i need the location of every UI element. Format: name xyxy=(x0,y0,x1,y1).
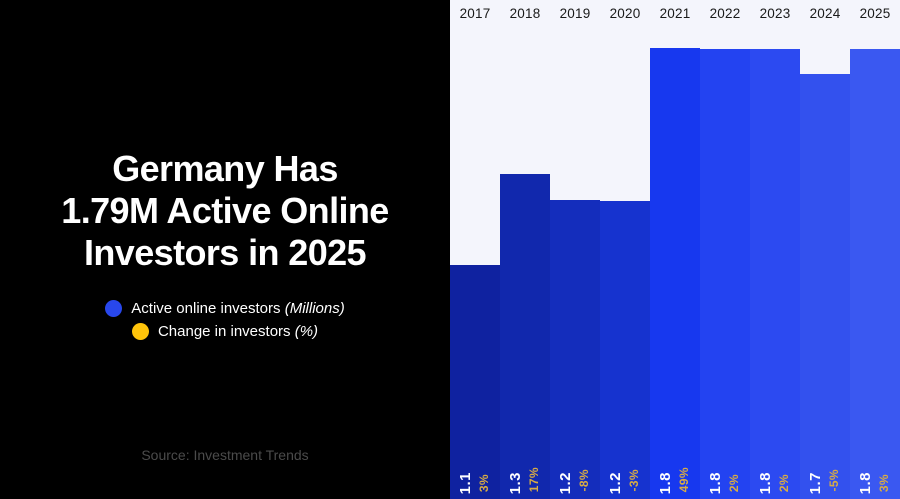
bar-value-label: 1.2 xyxy=(607,471,624,494)
bar-change-label: 17% xyxy=(527,466,541,492)
bar-change-label: 3% xyxy=(477,473,491,492)
bar-2023: 1.8 2% xyxy=(750,49,800,499)
title-line-3: Investors in 2025 xyxy=(84,232,367,273)
bar-2019: 1.2 -8% xyxy=(550,200,600,499)
chart-column-2019: 2019 1.2 -8% xyxy=(550,0,600,499)
chart-column-2022: 2022 1.8 2% xyxy=(700,0,750,499)
bar-labels-2021: 1.8 49% xyxy=(657,467,691,494)
bar-labels-2024: 1.7 -5% xyxy=(807,469,841,494)
year-label-2019: 2019 xyxy=(559,6,591,21)
title-line-1: Germany Has xyxy=(112,148,338,189)
year-label-2023: 2023 xyxy=(759,6,791,21)
bar-change-label: -5% xyxy=(827,469,841,492)
bar-2022: 1.8 2% xyxy=(700,49,750,499)
bar-value-label: 1.7 xyxy=(807,471,824,494)
year-label-2017: 2017 xyxy=(459,6,491,21)
bar-value-label: 1.2 xyxy=(557,471,574,494)
bar-change-label: 49% xyxy=(677,466,691,492)
year-label-2025: 2025 xyxy=(859,6,891,21)
bar-change-label: 3% xyxy=(877,473,891,492)
year-label-2022: 2022 xyxy=(709,6,741,21)
bar-value-label: 1.8 xyxy=(657,471,674,494)
bar-value-label: 1.8 xyxy=(707,471,724,494)
chart-column-2018: 2018 1.3 17% xyxy=(500,0,550,499)
chart: 2017 1.1 3% 2018 1.3 17% 2019 1.2 -8% 2020 1.2 -3% 2… xyxy=(450,0,900,499)
bar-labels-2025: 1.8 3% xyxy=(857,472,891,494)
change-legend-label: Change in investors (%) xyxy=(158,323,318,340)
year-label-2021: 2021 xyxy=(659,6,691,21)
bar-value-label: 1.3 xyxy=(507,471,524,494)
legend: Active online investors (Millions) Chang… xyxy=(0,300,450,340)
bar-2020: 1.2 -3% xyxy=(600,201,650,499)
bar-labels-2020: 1.2 -3% xyxy=(607,469,641,494)
bar-value-label: 1.8 xyxy=(857,471,874,494)
bar-change-label: -3% xyxy=(627,469,641,492)
bar-2017: 1.1 3% xyxy=(450,265,500,499)
year-label-2020: 2020 xyxy=(609,6,641,21)
chart-column-2021: 2021 1.8 49% xyxy=(650,0,700,499)
page-title: Germany Has 1.79M Active Online Investor… xyxy=(0,148,450,274)
year-label-2024: 2024 xyxy=(809,6,841,21)
legend-item-change: Change in investors (%) xyxy=(131,323,318,340)
year-label-2018: 2018 xyxy=(509,6,541,21)
change-legend-unit: (%) xyxy=(294,323,319,340)
left-panel: Germany Has 1.79M Active Online Investor… xyxy=(0,0,450,499)
investors-legend-dot-icon xyxy=(105,300,123,317)
bar-value-label: 1.8 xyxy=(757,471,774,494)
investors-legend-label-text: Active online investors xyxy=(131,300,281,317)
bar-labels-2018: 1.3 17% xyxy=(507,467,541,494)
chart-column-2023: 2023 1.8 2% xyxy=(750,0,800,499)
change-legend-dot-icon xyxy=(131,323,149,340)
source-credit: Source: Investment Trends xyxy=(141,447,309,463)
bar-2025: 1.8 3% xyxy=(850,49,900,499)
bar-change-label: 2% xyxy=(777,473,791,492)
bar-value-label: 1.1 xyxy=(457,471,474,494)
chart-column-2024: 2024 1.7 -5% xyxy=(800,0,850,499)
bar-labels-2022: 1.8 2% xyxy=(707,472,741,494)
bar-labels-2023: 1.8 2% xyxy=(757,472,791,494)
chart-column-2020: 2020 1.2 -3% xyxy=(600,0,650,499)
bar-change-label: 2% xyxy=(727,473,741,492)
title-line-2: 1.79M Active Online xyxy=(61,190,389,231)
investors-legend-label: Active online investors (Millions) xyxy=(131,300,344,317)
chart-column-2017: 2017 1.1 3% xyxy=(450,0,500,499)
bar-2021: 1.8 49% xyxy=(650,48,700,499)
change-legend-label-text: Change in investors xyxy=(157,323,291,340)
bar-labels-2019: 1.2 -8% xyxy=(557,469,591,494)
chart-column-2025: 2025 1.8 3% xyxy=(850,0,900,499)
bar-2024: 1.7 -5% xyxy=(800,74,850,499)
legend-item-investors: Active online investors (Millions) xyxy=(105,300,345,317)
bar-change-label: -8% xyxy=(577,469,591,492)
bar-2018: 1.3 17% xyxy=(500,174,550,499)
bar-labels-2017: 1.1 3% xyxy=(457,472,491,494)
investors-legend-unit: (Millions) xyxy=(284,300,345,317)
